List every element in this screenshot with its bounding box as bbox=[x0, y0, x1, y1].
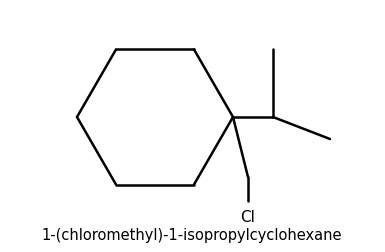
Text: Cl: Cl bbox=[241, 209, 255, 224]
Text: 1-(chloromethyl)-1-isopropylcyclohexane: 1-(chloromethyl)-1-isopropylcyclohexane bbox=[42, 227, 342, 242]
